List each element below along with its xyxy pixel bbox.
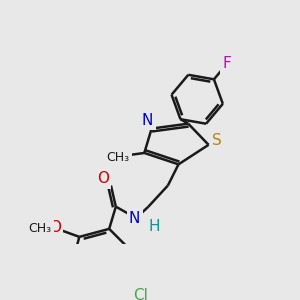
Text: F: F [223,56,231,71]
Text: S: S [212,133,222,148]
Text: O: O [49,220,61,235]
Text: N: N [142,113,153,128]
Text: Cl: Cl [134,288,148,300]
Text: CH₃: CH₃ [29,222,52,235]
Text: O: O [97,172,109,187]
Text: N: N [129,211,140,226]
Text: CH₃: CH₃ [107,151,130,164]
Text: H: H [148,219,160,234]
